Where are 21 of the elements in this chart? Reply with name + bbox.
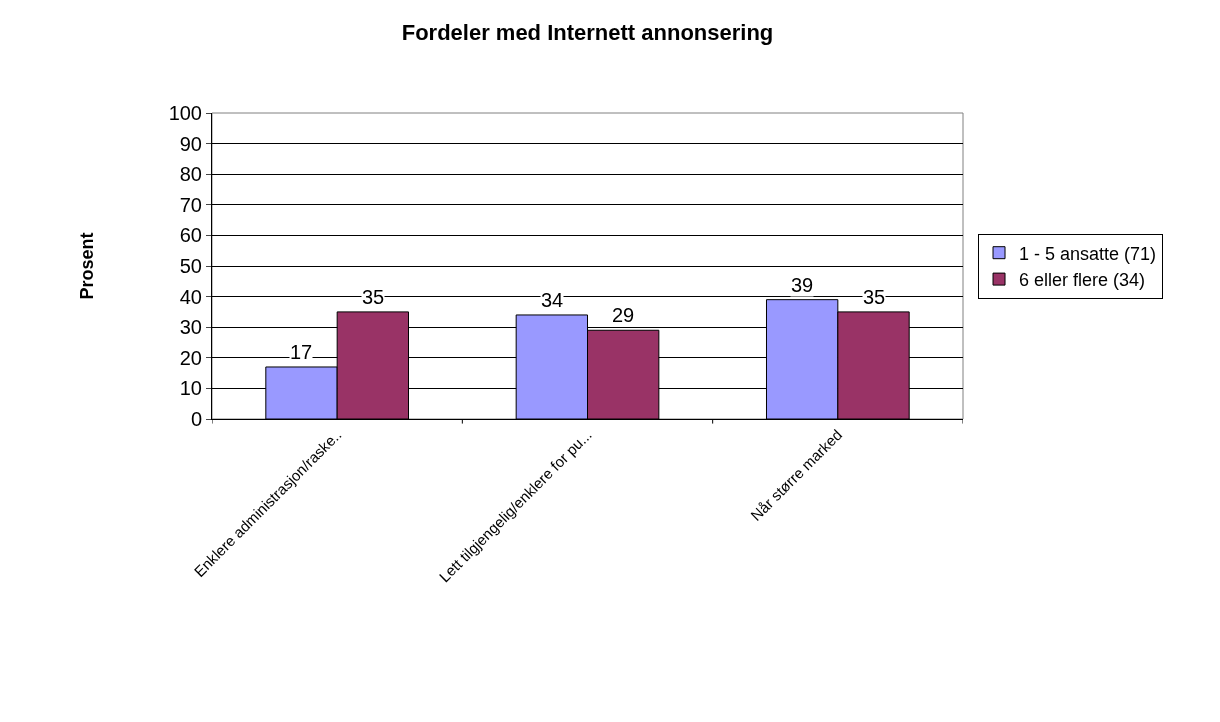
data-label: 29 [612, 304, 635, 326]
legend-label: 6 eller flere (34) [1019, 270, 1146, 291]
y-tick-label: 80 [179, 163, 202, 186]
y-tick-label: 60 [179, 224, 202, 247]
legend-label: 1 - 5 ansatte (71) [1019, 243, 1157, 264]
y-tick-label: 40 [179, 285, 202, 308]
chart-title: Fordeler med Internett annonsering [401, 19, 774, 45]
y-tick-label: 90 [179, 132, 202, 155]
data-label: 34 [541, 289, 564, 311]
y-tick-label: 10 [179, 377, 202, 400]
y-tick-label: 70 [179, 193, 202, 216]
data-label: 17 [290, 341, 313, 363]
y-tick-label: 100 [168, 102, 202, 124]
y-tick-label: 0 [190, 408, 202, 430]
y-tick-label: 20 [179, 346, 202, 369]
y-axis-title: Prosent [76, 232, 97, 300]
y-tick-label: 30 [179, 316, 202, 339]
data-label: 35 [362, 286, 385, 308]
data-label: 39 [791, 274, 814, 296]
data-label: 35 [863, 286, 886, 308]
y-tick-label: 50 [179, 255, 202, 277]
